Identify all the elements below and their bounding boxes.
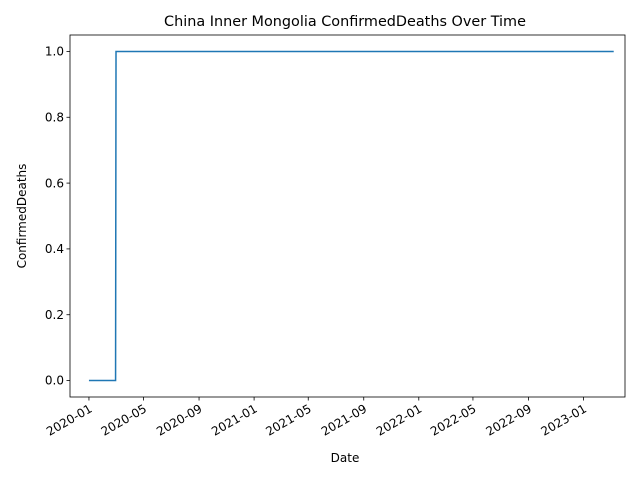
series-line-0 [88,50,614,382]
y-tick-label: 0.2 [45,308,64,322]
y-tick-label: 0.8 [45,110,64,124]
y-tick-label: 1.0 [45,45,64,59]
y-tick-label: 0.4 [45,242,64,256]
chart-title: China Inner Mongolia ConfirmedDeaths Ove… [164,14,526,30]
plot-content [88,50,614,382]
y-tick-label: 0.0 [45,374,64,388]
y-axis-label: ConfirmedDeaths [15,164,29,269]
x-axis-label: Date [331,451,360,465]
axes-frame [69,34,626,398]
y-tick-label: 0.6 [45,176,64,190]
y-axis-ticks: 0.0 0.2 0.4 0.6 0.8 1.0 [45,45,70,388]
